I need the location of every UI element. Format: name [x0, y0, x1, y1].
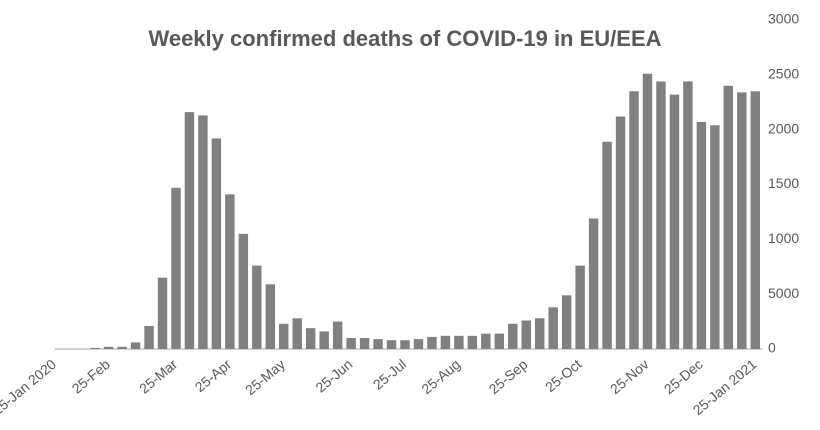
x-tick-label: 25-Feb	[69, 356, 113, 397]
bar	[615, 116, 626, 349]
bar	[359, 338, 370, 349]
bar	[737, 92, 747, 349]
x-tick-label: 25-Jun	[312, 356, 355, 396]
x-tick-label: 25-Mar	[136, 356, 181, 397]
bar	[225, 194, 235, 349]
bar	[238, 233, 249, 349]
bar	[103, 346, 114, 349]
bar	[710, 125, 720, 349]
bar	[481, 333, 491, 349]
bar	[346, 338, 356, 349]
bar	[535, 318, 545, 349]
bar	[144, 325, 154, 349]
y-tick-label: 1500	[768, 175, 799, 191]
y-tick-label: 2500	[768, 66, 799, 82]
x-tick-label: 25-Dec	[661, 356, 706, 397]
bar	[750, 91, 760, 350]
bar	[575, 265, 585, 349]
bar	[723, 85, 734, 350]
x-tick-label: 25-Jul	[370, 356, 410, 393]
x-tick-label: 25-Aug	[418, 356, 463, 397]
bar	[171, 187, 181, 349]
bar	[629, 91, 639, 350]
bar	[211, 138, 222, 349]
bar	[521, 320, 531, 349]
x-tick-label: 25-May	[242, 356, 288, 398]
bar	[454, 335, 464, 349]
bar	[642, 73, 653, 349]
bar	[440, 335, 451, 349]
y-tick-label: 3000	[768, 11, 799, 27]
bar	[279, 323, 289, 349]
bar	[184, 112, 195, 350]
bar	[265, 284, 275, 349]
bar	[252, 265, 262, 349]
bar	[548, 307, 558, 349]
bar	[332, 321, 343, 349]
y-tick-label: 5000	[768, 285, 799, 301]
bar	[588, 218, 599, 349]
bar	[602, 141, 612, 349]
y-tick-label: 2000	[768, 120, 799, 136]
x-tick-label: 25-Oct	[542, 356, 585, 395]
bar	[561, 295, 572, 349]
bar	[90, 347, 100, 349]
bar	[305, 328, 316, 349]
bar	[373, 339, 383, 349]
bar	[508, 323, 518, 349]
bar	[656, 81, 666, 349]
x-tick-label: 25-Nov	[607, 356, 652, 397]
x-tick-label: 25-Apr	[192, 356, 235, 395]
x-tick-label: 25-Jan 2020	[0, 356, 59, 418]
bar	[494, 333, 505, 349]
bar	[198, 115, 208, 349]
bar	[319, 331, 329, 349]
bar	[696, 121, 707, 350]
bar	[400, 340, 410, 349]
bar	[669, 94, 680, 349]
bar	[683, 81, 693, 349]
y-tick-label: 0	[768, 340, 776, 356]
x-tick-label: 25-Sep	[486, 356, 531, 397]
bar	[413, 339, 424, 349]
bar	[427, 336, 437, 349]
bar	[386, 340, 397, 349]
chart-title: Weekly confirmed deaths of COVID-19 in E…	[148, 26, 661, 51]
y-tick-label: 1000	[768, 230, 799, 246]
bar	[467, 335, 478, 349]
bar	[157, 277, 168, 349]
bar	[130, 342, 141, 349]
bar	[117, 346, 127, 349]
bar	[292, 318, 302, 349]
